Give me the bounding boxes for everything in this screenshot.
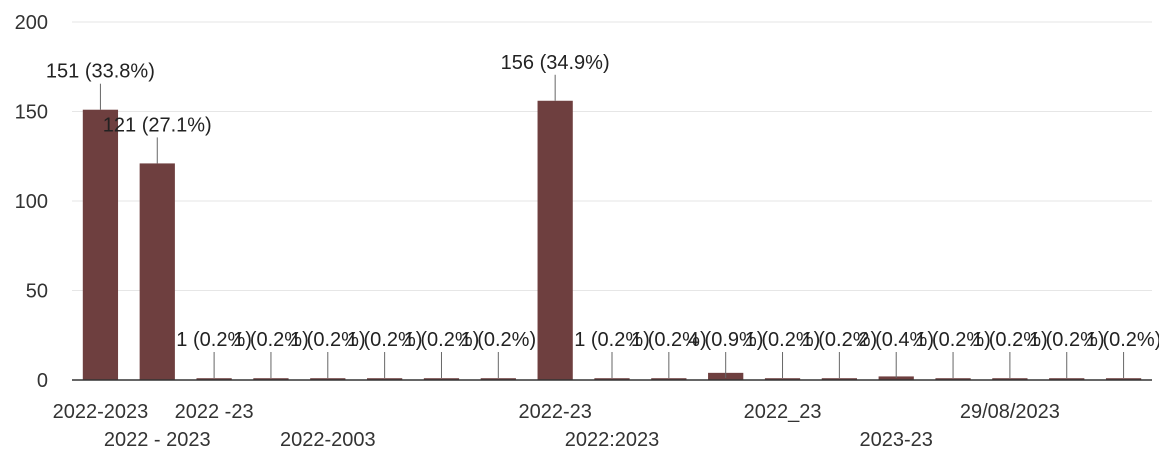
y-tick-label: 50: [26, 281, 48, 303]
data-label: 1 (0.2%): [972, 329, 1048, 351]
data-label: 1 (0.2%): [631, 329, 707, 351]
data-label: 1 (0.2%): [290, 329, 366, 351]
x-tick-label: 2022 - 2023: [104, 429, 211, 450]
x-tick-label: 2022-2023: [53, 401, 149, 423]
bar: [878, 376, 914, 380]
bar: [423, 378, 460, 380]
bar: [310, 378, 346, 380]
bar: [196, 378, 232, 380]
x-axis-ticks: 2022-2023 2022 - 2023 2022 -23 2022-2003 202…: [53, 401, 1060, 450]
data-label: 121 (27.1%): [103, 114, 212, 136]
data-label: 151 (33.8%): [46, 61, 155, 83]
y-tick-label: 150: [15, 102, 48, 124]
bars: [82, 100, 1142, 381]
data-label: 1 (0.2%): [1086, 329, 1159, 351]
y-tick-label: 100: [15, 191, 48, 213]
bar: [537, 100, 573, 380]
data-label: 1 (0.2%): [233, 329, 309, 351]
bar: [367, 378, 403, 380]
bar: [992, 378, 1028, 380]
x-tick-label: 2022_23: [744, 401, 822, 423]
data-label: 1 (0.2%): [404, 329, 480, 351]
x-tick-label: 2022:2023: [565, 429, 660, 450]
bar: [253, 378, 289, 380]
bar: [1105, 378, 1142, 380]
data-labels: 151 (33.8%)121 (27.1%)1 (0.2%)1 (0.2%)1 …: [46, 52, 1159, 378]
y-axis-ticks: 0 50 100 150 200: [15, 12, 48, 392]
data-label: 4 (0.9%): [688, 329, 764, 351]
data-label: 1 (0.2%): [802, 329, 878, 351]
bar: [594, 378, 630, 380]
data-label: 1 (0.2%): [347, 329, 423, 351]
x-tick-label: 2022 -23: [175, 401, 254, 423]
data-label: 1 (0.2%): [176, 329, 252, 351]
x-tick-label: 2022-23: [518, 401, 591, 423]
gridlines: [72, 21, 1152, 291]
data-label: 156 (34.9%): [501, 52, 610, 74]
data-label: 2 (0.4%): [858, 329, 934, 351]
x-tick-label: 2023-23: [860, 429, 933, 450]
bar: [139, 163, 175, 380]
bar: [821, 378, 857, 380]
x-tick-label: 29/08/2023: [960, 401, 1060, 423]
bar: [935, 378, 971, 380]
data-label: 1 (0.2%): [461, 329, 537, 351]
data-label: 1 (0.2%): [1029, 329, 1105, 351]
data-label: 1 (0.2%): [915, 329, 991, 351]
bar: [764, 378, 801, 380]
y-tick-label: 0: [37, 370, 48, 392]
y-tick-label: 200: [15, 12, 48, 34]
data-label: 1 (0.2%): [745, 329, 821, 351]
x-tick-label: 2022-2003: [280, 429, 376, 450]
bar: [1049, 378, 1085, 380]
data-label: 1 (0.2%): [574, 329, 650, 351]
bar: [480, 378, 516, 380]
bar: [651, 378, 687, 380]
bar: [82, 109, 119, 381]
